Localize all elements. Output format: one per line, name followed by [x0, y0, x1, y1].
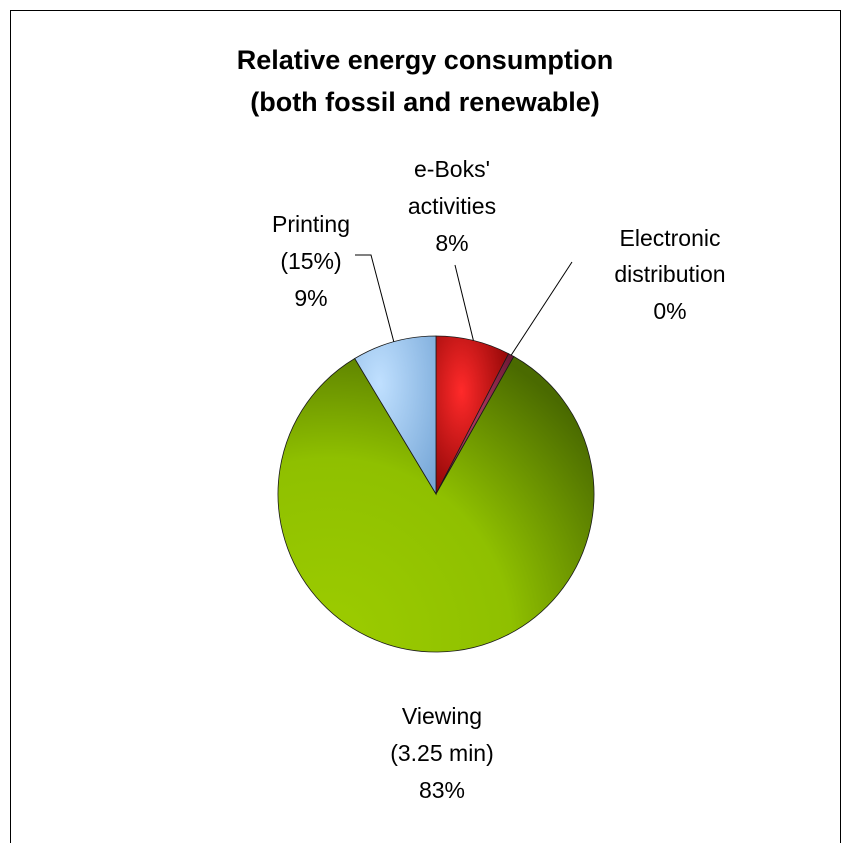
data-label-printing-line-2: (15%) — [280, 248, 341, 274]
leader-line-printing — [355, 254, 395, 342]
data-label-electronic-distribution: Electronic distribution 0% — [614, 225, 725, 324]
data-label-viewing-percent: 83% — [419, 777, 465, 803]
leader-line-electronic-distribution — [510, 261, 573, 356]
chart-title-line-2: (both fossil and renewable) — [250, 87, 600, 117]
pie-slice-viewing — [277, 355, 595, 653]
chart-title-line-1: Relative energy consumption — [237, 45, 614, 75]
pie-slice-printing — [354, 335, 437, 496]
leader-line-e-boks-activities — [454, 264, 474, 341]
leader-lines — [355, 254, 573, 356]
data-label-e-boks-line-1: e-Boks' — [414, 156, 490, 182]
data-label-printing: Printing (15%) 9% — [272, 211, 350, 311]
data-label-viewing-line-1: Viewing — [402, 703, 482, 729]
data-label-e-boks-percent: 8% — [435, 230, 468, 256]
pie-slices — [277, 335, 595, 653]
data-label-electronic-line-2: distribution — [614, 261, 725, 287]
data-label-e-boks-line-2: activities — [408, 193, 496, 219]
data-label-printing-percent: 9% — [294, 285, 327, 311]
data-label-electronic-line-1: Electronic — [620, 225, 721, 251]
data-label-e-boks-activities: e-Boks' activities 8% — [408, 156, 496, 256]
data-label-viewing: Viewing (3.25 min) 83% — [390, 703, 494, 803]
data-label-electronic-percent: 0% — [653, 298, 686, 324]
data-label-printing-line-1: Printing — [272, 211, 350, 237]
data-label-viewing-line-2: (3.25 min) — [390, 740, 494, 766]
